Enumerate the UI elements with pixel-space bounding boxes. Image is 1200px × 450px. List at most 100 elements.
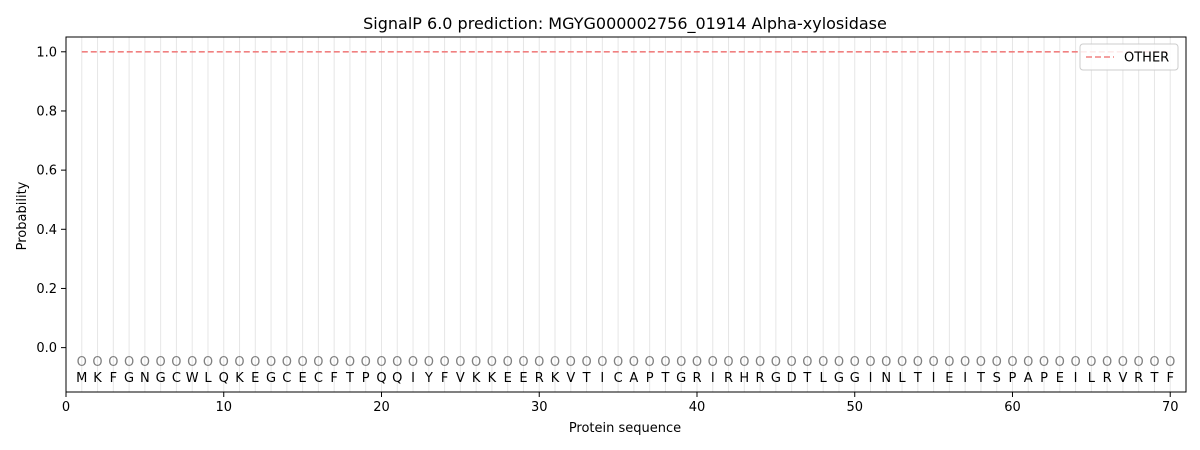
- prediction-label: O: [187, 355, 197, 370]
- sequence-letter: E: [1056, 371, 1064, 386]
- x-tick-label: 10: [215, 400, 232, 415]
- prediction-label: O: [645, 355, 655, 370]
- prediction-label: O: [1165, 355, 1175, 370]
- sequence-letter: I: [932, 371, 936, 386]
- prediction-label: O: [755, 355, 765, 370]
- sequence-letter: E: [945, 371, 953, 386]
- sequence-letter: L: [898, 371, 906, 386]
- prediction-label: O: [1086, 355, 1096, 370]
- prediction-label: O: [171, 355, 181, 370]
- prediction-label: O: [376, 355, 386, 370]
- prediction-label: O: [329, 355, 339, 370]
- prediction-label: O: [1023, 355, 1033, 370]
- x-tick-label: 30: [531, 400, 548, 415]
- sequence-letter: K: [551, 371, 560, 386]
- x-tick-label: 0: [62, 400, 70, 415]
- sequence-letter: L: [820, 371, 828, 386]
- prediction-label: O: [597, 355, 607, 370]
- sequence-letter: Q: [392, 371, 402, 386]
- prediction-label: O: [298, 355, 308, 370]
- prediction-label: O: [140, 355, 150, 370]
- prediction-label: O: [124, 355, 134, 370]
- sequence-letter: K: [472, 371, 481, 386]
- prediction-label: O: [503, 355, 513, 370]
- sequence-letter: T: [345, 371, 354, 386]
- x-tick-label: 50: [846, 400, 863, 415]
- sequence-letter: V: [1118, 371, 1127, 386]
- prediction-label: O: [818, 355, 828, 370]
- sequence-letter: C: [614, 371, 623, 386]
- prediction-label: O: [424, 355, 434, 370]
- prediction-label: O: [282, 355, 292, 370]
- sequence-letter: F: [330, 371, 337, 386]
- sequence-letter: K: [235, 371, 244, 386]
- sequence-letter: K: [93, 371, 102, 386]
- prediction-label: O: [928, 355, 938, 370]
- sequence-letter: M: [76, 371, 87, 386]
- plot-frame: [65, 36, 1187, 393]
- sequence-letter: H: [739, 371, 749, 386]
- sequence-letter: R: [724, 371, 733, 386]
- sequence-letter: C: [314, 371, 323, 386]
- sequence-letter: G: [771, 371, 781, 386]
- prediction-label: O: [518, 355, 528, 370]
- y-tick-label: 0.0: [36, 341, 57, 356]
- sequence-letter: D: [787, 371, 797, 386]
- sequence-letter: G: [850, 371, 860, 386]
- sequence-letter: T: [1149, 371, 1158, 386]
- y-tick-label: 0.8: [36, 104, 57, 119]
- sequence-letter: G: [124, 371, 134, 386]
- sequence-letter: C: [282, 371, 291, 386]
- sequence-letter: T: [976, 371, 985, 386]
- sequence-letter: A: [1024, 371, 1033, 386]
- prediction-label: O: [913, 355, 923, 370]
- prediction-label: O: [629, 355, 639, 370]
- prediction-label: O: [613, 355, 623, 370]
- prediction-label: O: [345, 355, 355, 370]
- y-tick-label: 0.6: [36, 164, 57, 179]
- x-tick-label: 60: [1004, 400, 1021, 415]
- prediction-label: O: [739, 355, 749, 370]
- sequence-letter: F: [1166, 371, 1173, 386]
- sequence-letter: G: [156, 371, 166, 386]
- prediction-label: O: [802, 355, 812, 370]
- sequence-letter: R: [692, 371, 701, 386]
- sequence-letter: E: [519, 371, 527, 386]
- plot-area: OMOKOFOGONOGOCOWOLOQOKOEOGOCOEOCOFOTOPOQ…: [36, 36, 1187, 415]
- sequence-letter: L: [1088, 371, 1096, 386]
- prediction-label: O: [1039, 355, 1049, 370]
- prediction-label: O: [266, 355, 276, 370]
- sequence-letter: I: [963, 371, 967, 386]
- sequence-letter: Q: [219, 371, 229, 386]
- sequence-letter: N: [140, 371, 150, 386]
- prediction-label: O: [865, 355, 875, 370]
- sequence-letter: P: [362, 371, 370, 386]
- prediction-label: O: [944, 355, 954, 370]
- x-tick-label: 20: [373, 400, 390, 415]
- sequence-letter: R: [756, 371, 765, 386]
- sequence-letter: P: [646, 371, 654, 386]
- sequence-letter: W: [186, 371, 199, 386]
- sequence-letter: G: [834, 371, 844, 386]
- sequence-letter: Y: [424, 371, 433, 386]
- sequence-letter: P: [1040, 371, 1048, 386]
- prediction-label: O: [897, 355, 907, 370]
- sequence-letter: E: [299, 371, 307, 386]
- sequence-letter: E: [504, 371, 512, 386]
- prediction-label: O: [534, 355, 544, 370]
- sequence-letter: E: [251, 371, 259, 386]
- x-axis-label: Protein sequence: [569, 421, 681, 436]
- prediction-label: O: [771, 355, 781, 370]
- prediction-label: O: [487, 355, 497, 370]
- chart-title: SignalP 6.0 prediction: MGYG000002756_01…: [363, 14, 887, 34]
- sequence-letter: L: [204, 371, 212, 386]
- sequence-letter: T: [913, 371, 922, 386]
- y-tick-label: 0.2: [36, 282, 57, 297]
- prediction-label: O: [1118, 355, 1128, 370]
- prediction-label: O: [708, 355, 718, 370]
- prediction-label: O: [471, 355, 481, 370]
- prediction-label: O: [1102, 355, 1112, 370]
- sequence-letter: V: [566, 371, 575, 386]
- y-tick-label: 0.4: [36, 223, 57, 238]
- sequence-letter: R: [1134, 371, 1143, 386]
